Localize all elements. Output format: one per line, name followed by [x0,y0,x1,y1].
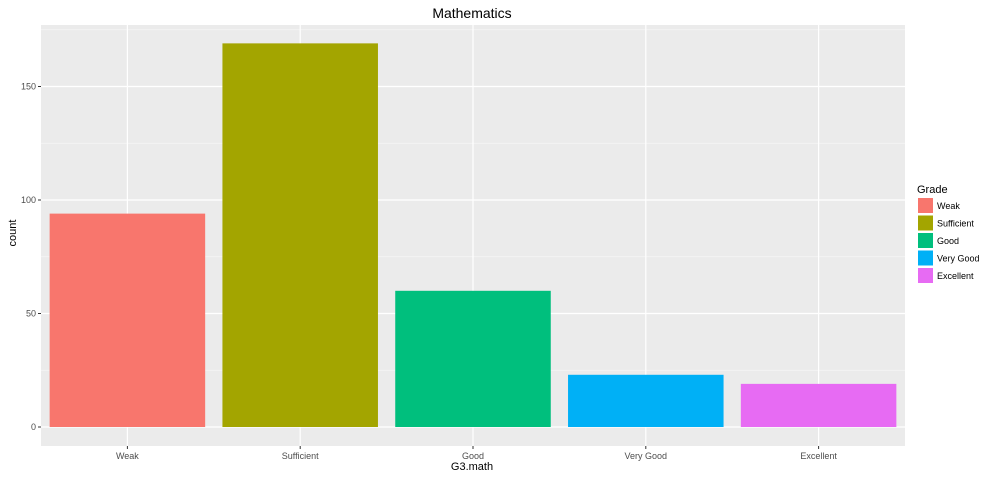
chart-title: Mathematics [432,5,511,21]
legend-swatch [918,250,933,266]
x-axis-title: G3.math [451,461,493,473]
y-axis: 0 50 100 150 [21,82,41,432]
x-tick-label: Very Good [625,451,668,461]
bar-sufficient [222,43,378,428]
legend-swatch [918,198,933,213]
y-tick-label: 0 [31,422,36,432]
bar-weak [49,213,206,427]
y-tick-label: 150 [21,82,36,92]
legend-label: Good [937,236,959,246]
legend-swatch [918,215,933,231]
legend-label: Weak [937,201,960,211]
x-axis: Weak Sufficient Good Very Good Excellent [116,446,837,461]
legend-swatch [918,268,933,283]
x-tick-label: Weak [116,451,139,461]
y-tick-label: 100 [21,195,36,205]
bar-very-good [568,374,724,427]
x-tick-label: Good [462,451,484,461]
bar-good [395,290,551,427]
y-axis-title: count [7,220,19,247]
bar-excellent [740,383,897,427]
legend-label: Excellent [937,271,974,281]
legend-title: Grade [917,184,948,196]
legend: Grade Weak Sufficient Good Very Good Excelle… [917,184,980,283]
legend-label: Very Good [937,254,980,264]
x-tick-label: Excellent [800,451,837,461]
legend-swatch [918,233,933,248]
y-tick-label: 50 [26,309,36,319]
x-tick-label: Sufficient [282,451,319,461]
legend-label: Sufficient [937,219,974,229]
bars [49,43,897,428]
